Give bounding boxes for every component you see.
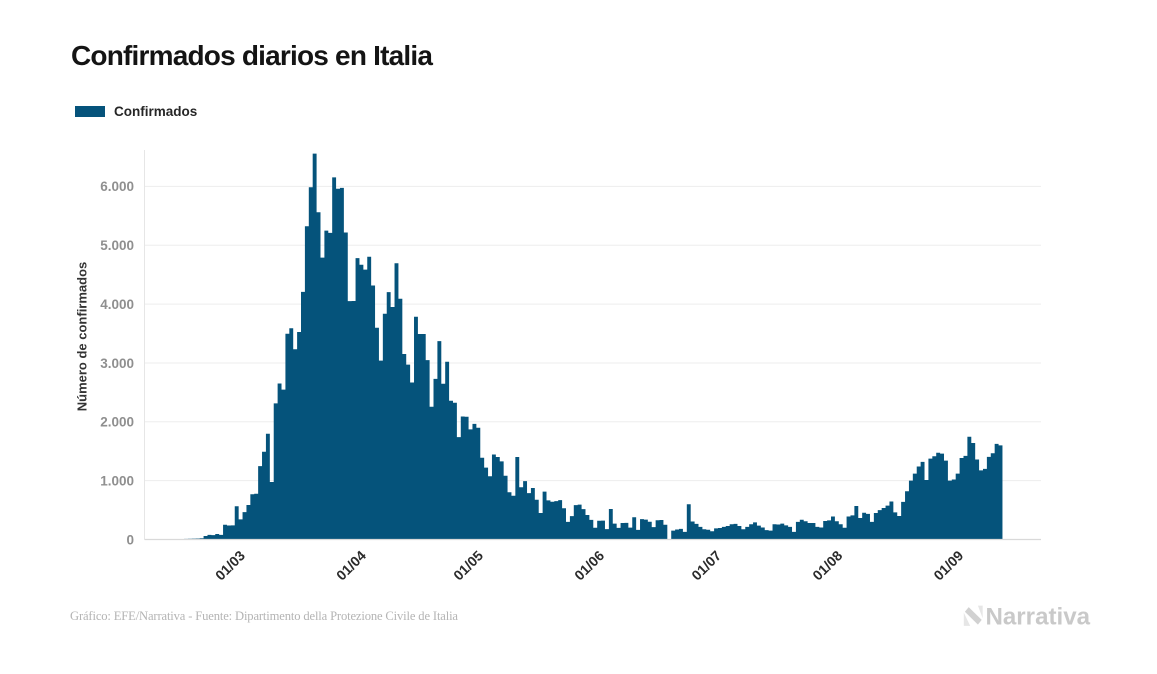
svg-text:01/08: 01/08 [809,547,845,583]
svg-text:Narrativa: Narrativa [986,604,1091,631]
svg-text:5.000: 5.000 [100,238,134,253]
svg-text:01/09: 01/09 [930,547,966,583]
svg-text:1.000: 1.000 [100,473,134,488]
svg-text:01/07: 01/07 [688,547,724,583]
svg-text:01/04: 01/04 [333,547,369,583]
svg-text:4.000: 4.000 [100,297,134,312]
svg-text:3.000: 3.000 [100,356,134,371]
svg-text:01/06: 01/06 [571,547,607,583]
svg-text:0: 0 [126,532,134,547]
svg-text:01/03: 01/03 [212,547,248,583]
svg-text:01/05: 01/05 [450,547,486,583]
svg-text:Número de confirmados: Número de confirmados [75,262,90,412]
svg-text:2.000: 2.000 [100,415,134,430]
svg-text:6.000: 6.000 [100,179,134,194]
